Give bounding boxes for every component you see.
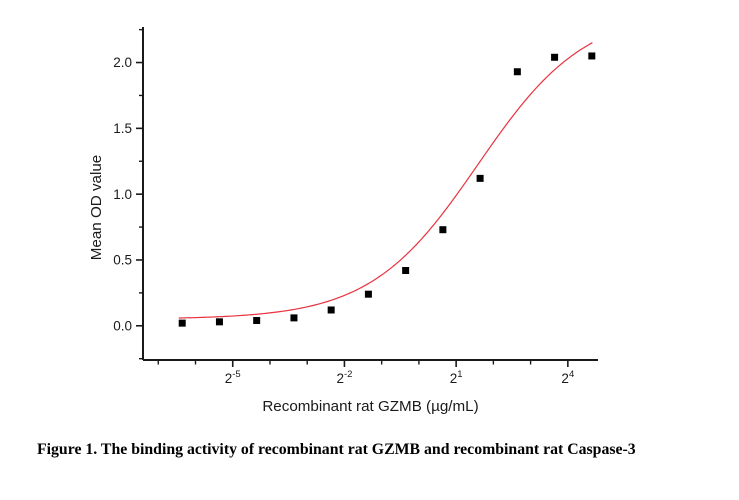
y-tick-label: 1.5 bbox=[113, 121, 132, 136]
data-point bbox=[290, 314, 298, 322]
x-tick-label: 2-2 bbox=[336, 369, 352, 386]
data-series bbox=[178, 52, 596, 327]
data-point bbox=[476, 174, 484, 182]
x-tick-label: 24 bbox=[561, 369, 574, 386]
data-point bbox=[588, 52, 596, 60]
y-tick-label: 2.0 bbox=[113, 55, 132, 70]
y-tick-label: 1.0 bbox=[113, 187, 132, 202]
data-point bbox=[178, 319, 186, 327]
data-point bbox=[402, 266, 410, 274]
data-point bbox=[215, 318, 223, 326]
x-axis: 2-5 2-2 21 24 Recombinant rat GZMB (µg/mL) bbox=[143, 359, 598, 415]
y-axis-title: Mean OD value bbox=[88, 155, 105, 261]
y-tick-label: 0.5 bbox=[113, 253, 132, 268]
y-axis: 0.0 0.5 1.0 1.5 2.0 Mean OD value bbox=[88, 27, 144, 360]
fit-curve bbox=[178, 42, 593, 319]
y-tick-label: 0.0 bbox=[113, 318, 132, 333]
figure-caption: Figure 1. The binding activity of recomb… bbox=[37, 441, 636, 458]
x-axis-title: Recombinant rat GZMB (µg/mL) bbox=[262, 398, 478, 415]
x-tick-label: 21 bbox=[450, 369, 463, 386]
data-point bbox=[327, 306, 335, 314]
data-point bbox=[551, 53, 559, 61]
data-point bbox=[364, 290, 372, 298]
binding-activity-chart: 2-5 2-2 21 24 Recombinant rat GZMB (µg/mL) 0.… bbox=[88, 27, 598, 415]
x-tick-label: 2-5 bbox=[225, 369, 241, 386]
data-point bbox=[439, 226, 447, 234]
data-point bbox=[253, 317, 261, 325]
data-point bbox=[513, 68, 521, 76]
